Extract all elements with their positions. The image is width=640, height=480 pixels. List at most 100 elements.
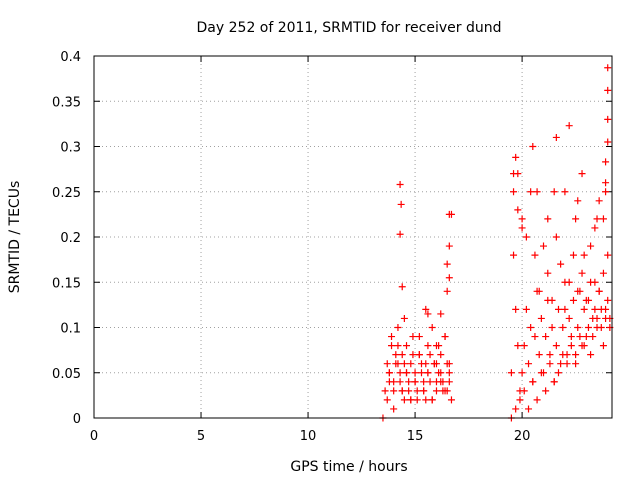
data-point [546,360,554,368]
data-point [396,369,404,377]
x-tick-label: 10 [300,429,317,444]
data-point [398,283,406,291]
data-point [394,342,402,350]
data-point [424,369,432,377]
data-point [587,242,595,250]
data-point [400,360,408,368]
data-point [400,396,408,404]
data-point [407,396,415,404]
data-point [567,333,575,341]
y-tick-label: 0 [73,412,81,427]
data-point [437,378,445,386]
data-point [441,387,449,395]
y-tick-label: 0.25 [52,186,81,201]
data-point [409,333,417,341]
data-point [604,251,612,259]
data-point [559,351,567,359]
data-point [604,64,612,72]
data-point [447,210,455,218]
data-point [420,378,428,386]
data-point [411,378,419,386]
data-point [422,305,430,313]
data-point [424,310,432,318]
data-point [587,351,595,359]
data-point [443,287,451,295]
y-tick-labels: 0 0.05 0.1 0.15 0.2 0.25 0.3 0.35 0.4 [52,50,81,427]
data-point [525,360,533,368]
data-point [597,324,605,331]
data-point [557,260,565,268]
data-point [529,143,537,150]
data-point [510,251,518,259]
data-point [420,387,428,395]
data-point [398,387,406,395]
data-point [531,333,539,341]
data-point [514,342,522,350]
data-point [542,387,550,395]
data-point [510,170,518,178]
data-point [604,115,612,123]
data-point [398,351,406,359]
data-point [576,333,584,341]
data-point [537,369,545,377]
data-point [514,206,522,214]
data-point [578,170,586,178]
data-point [542,333,550,341]
data-point [445,360,453,368]
data-point [552,133,560,141]
data-point [572,215,580,223]
x-tick-labels: 0 5 10 15 20 [90,429,531,444]
data-point [599,342,607,350]
data-point [527,188,535,196]
data-point [599,215,607,223]
data-point [383,360,391,368]
data-point [422,360,430,368]
data-point [520,342,528,350]
data-point [512,305,520,313]
data-point [518,215,526,223]
data-point [422,396,430,404]
data-point [516,396,524,404]
data-point [426,351,434,359]
data-point [548,324,556,331]
data-point [445,274,453,282]
data-point [390,387,398,395]
data-point [385,369,393,377]
data-point [604,86,612,94]
y-tick-label: 0.05 [52,367,81,382]
data-point [574,287,582,295]
x-tick-label: 20 [514,429,531,444]
data-point [432,342,440,350]
data-point [426,378,434,386]
data-point [552,233,560,241]
data-point [589,333,597,341]
data-point [518,369,526,377]
data-point [595,287,603,295]
data-point [383,396,391,404]
data-point [602,158,610,166]
data-point [567,342,575,350]
data-point [407,360,415,368]
data-point [432,360,440,368]
data-point [510,188,518,196]
data-point [550,188,558,196]
data-point [569,296,577,304]
data-point [415,333,423,341]
y-tick-label: 0.4 [60,50,81,65]
data-point [535,351,543,359]
data-point [388,342,396,350]
data-point [565,278,573,286]
data-point [582,296,590,304]
data-point [533,188,541,196]
grid [94,56,612,418]
data-point [572,360,580,368]
data-point [396,378,404,386]
data-point [437,351,445,359]
data-point [540,242,548,250]
data-point [445,378,453,386]
data-point [417,369,425,377]
data-points [379,64,614,422]
chart-title: Day 252 of 2011, SRMTID for receiver dun… [197,20,502,36]
x-tick-label: 0 [90,429,98,444]
x-tick-label: 5 [197,429,205,444]
